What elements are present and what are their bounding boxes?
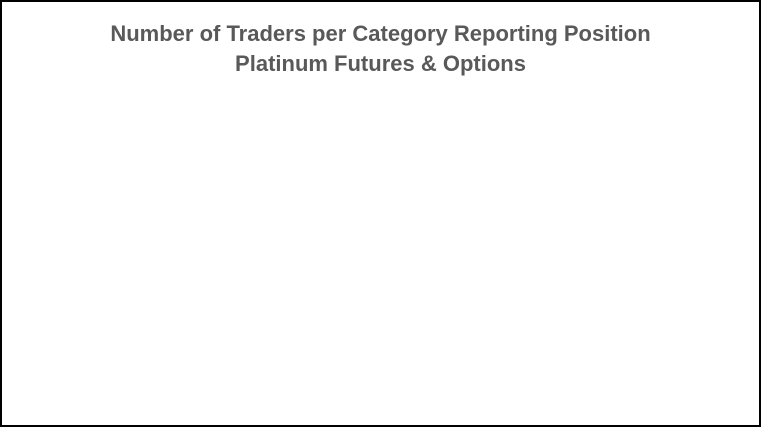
chart-subtitle: Platinum Futures & Options (235, 51, 526, 76)
chart-title-line-1: Number of Traders per Category Reporting… (110, 21, 651, 46)
plot-area (42, 92, 722, 402)
chart-title: Number of Traders per Category Reporting… (2, 19, 759, 79)
